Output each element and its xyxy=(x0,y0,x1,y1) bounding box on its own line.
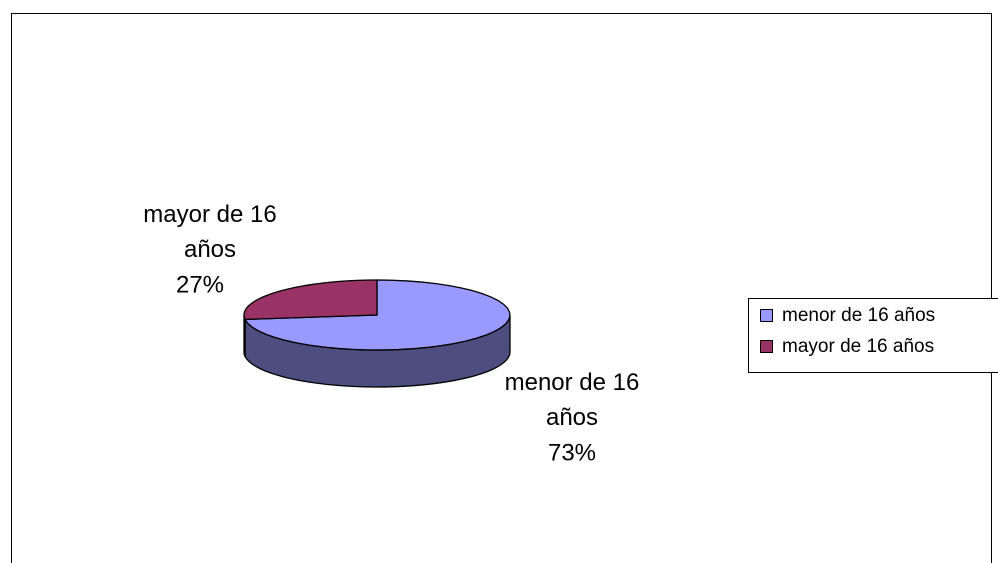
data-label-name: mayor de 16 años xyxy=(143,201,276,263)
data-label-value: 73% xyxy=(548,439,596,466)
pie-side xyxy=(243,315,246,357)
legend-label: mayor de 16 años xyxy=(782,336,934,357)
data-label-name: menor de 16 años xyxy=(505,369,640,431)
legend-box xyxy=(748,298,998,373)
pie-slice xyxy=(243,279,378,321)
data-label-value: 27% xyxy=(176,271,224,298)
chart-border xyxy=(11,13,992,563)
legend-label: menor de 16 años xyxy=(782,305,935,326)
legend-swatch xyxy=(760,309,773,322)
legend-swatch xyxy=(760,340,773,353)
